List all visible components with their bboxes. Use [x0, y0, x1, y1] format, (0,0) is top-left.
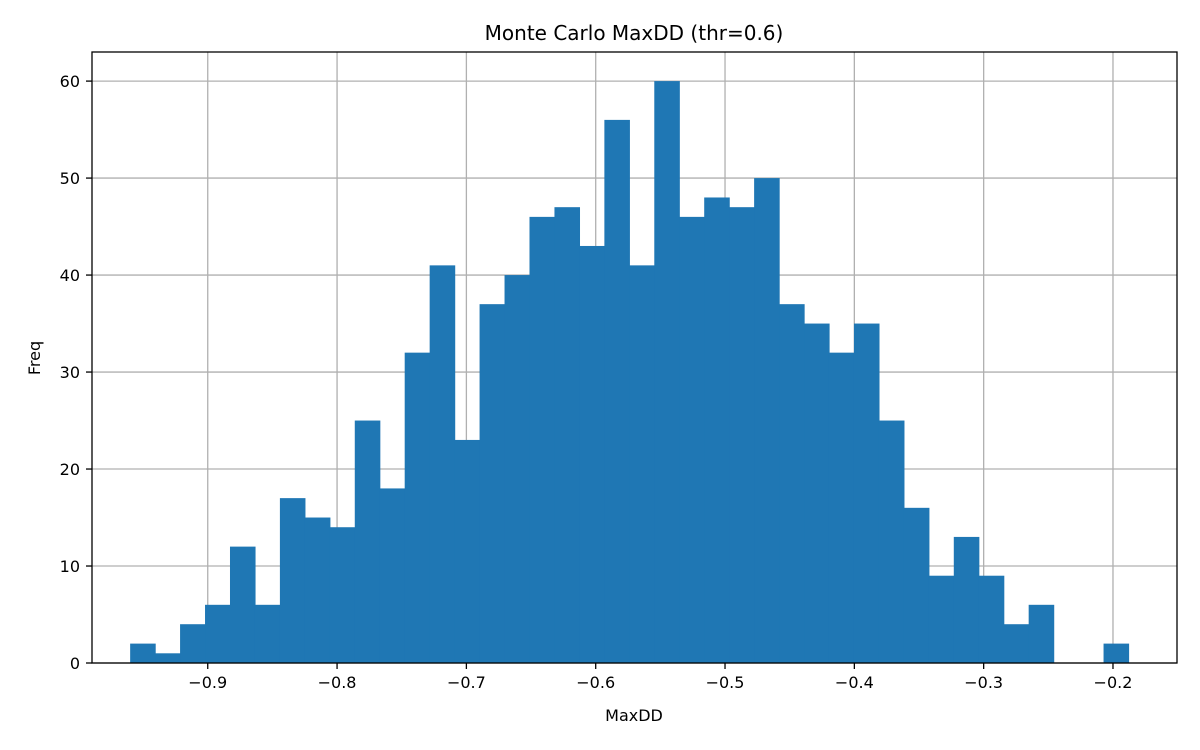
- histogram-bar: [354, 420, 381, 663]
- histogram-bar: [329, 527, 356, 663]
- histogram-bar: [130, 643, 156, 663]
- histogram-bar: [529, 216, 556, 663]
- histogram-bar: [579, 245, 605, 663]
- histogram-bar: [629, 265, 655, 663]
- y-axis-label: Freq: [25, 341, 44, 375]
- x-tick-label: −0.3: [964, 673, 1003, 692]
- x-tick-label: −0.8: [318, 673, 357, 692]
- x-tick-label: −0.5: [706, 673, 745, 692]
- histogram-bar: [654, 81, 680, 664]
- ticks: −0.9 −0.8 −0.7 −0.6 −0.5 −0.4 −0.3 −0.2 0 10 20 30 4…: [60, 72, 1133, 692]
- x-tick-label: −0.6: [576, 673, 615, 692]
- chart-title: Monte Carlo MaxDD (thr=0.6): [485, 21, 784, 45]
- x-tick-label: −0.9: [188, 673, 227, 692]
- y-tick-label: 60: [60, 72, 80, 91]
- histogram-bar: [1028, 604, 1055, 663]
- histogram-bar: [379, 488, 406, 663]
- histogram-bar: [180, 624, 206, 663]
- histogram-bar: [504, 275, 531, 663]
- histogram-bar: [729, 207, 755, 663]
- histogram-bar: [903, 507, 930, 663]
- x-tick-label: −0.4: [835, 673, 874, 692]
- histogram-bar: [878, 420, 905, 663]
- histogram-bar: [205, 604, 231, 663]
- histogram-bar: [604, 119, 630, 663]
- histogram-bar: [978, 575, 1005, 663]
- y-tick-label: 40: [60, 266, 80, 285]
- histogram-bar: [429, 265, 456, 663]
- histogram-bar: [304, 517, 331, 663]
- histogram-bar: [254, 604, 281, 663]
- histogram-bar: [953, 536, 980, 663]
- y-tick-label: 10: [60, 557, 80, 576]
- plot-frame: [91, 51, 1178, 664]
- axes: [91, 51, 1178, 664]
- histogram-bar: [704, 197, 730, 663]
- x-tick-label: −0.2: [1094, 673, 1133, 692]
- x-tick-label: −0.7: [447, 673, 486, 692]
- histogram-bar: [679, 216, 705, 663]
- histogram-bar: [804, 323, 830, 663]
- histogram-bar: [779, 304, 805, 663]
- histogram-bar: [279, 498, 306, 663]
- histogram-bar: [155, 653, 181, 663]
- y-tick-label: 20: [60, 460, 80, 479]
- histogram-bar: [928, 575, 955, 663]
- histogram-bar: [1003, 624, 1030, 663]
- histogram-bar: [554, 207, 581, 663]
- bars: [130, 81, 1130, 664]
- histogram-bar: [828, 352, 855, 663]
- histogram-bar: [754, 178, 780, 664]
- y-tick-label: 0: [70, 654, 80, 673]
- y-tick-label: 50: [60, 169, 80, 188]
- histogram-bar: [1103, 643, 1130, 663]
- y-tick-label: 30: [60, 363, 80, 382]
- histogram-bar: [479, 304, 506, 663]
- histogram-bar: [853, 323, 880, 663]
- x-axis-label: MaxDD: [605, 706, 663, 725]
- histogram-bar: [404, 352, 431, 663]
- histogram-bar: [229, 546, 256, 663]
- histogram-bar: [454, 439, 481, 663]
